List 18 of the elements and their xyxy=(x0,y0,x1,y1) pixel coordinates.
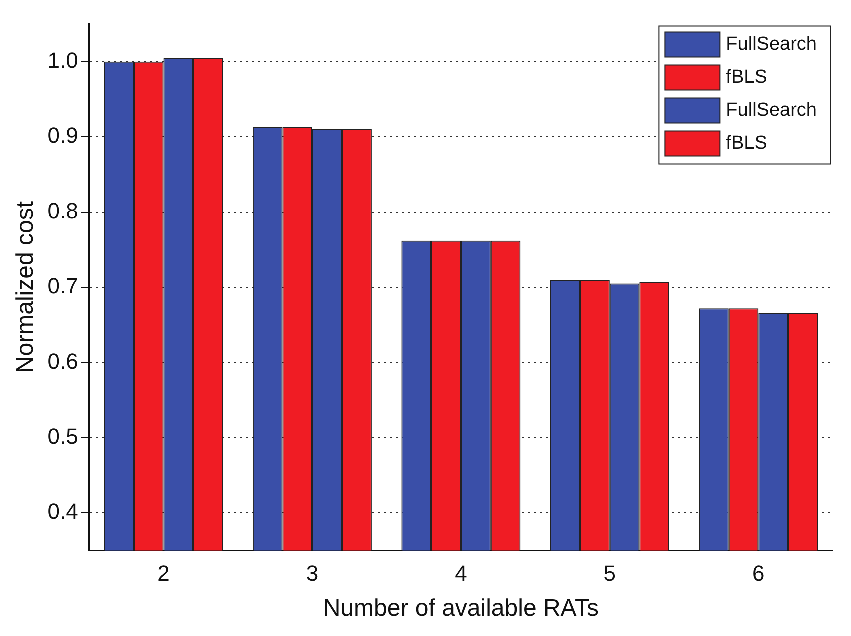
x-tick-label: 2 xyxy=(158,561,170,586)
y-tick-label: 0.8 xyxy=(48,198,78,224)
y-tick-label: 0.4 xyxy=(48,499,78,524)
y-tick-label: 0.9 xyxy=(48,123,78,148)
y-axis-title: Normalized cost xyxy=(12,201,40,374)
y-tick-label: 0.6 xyxy=(48,348,78,374)
y-tick-label: 0.7 xyxy=(48,274,78,299)
x-axis-title: Number of available RATs xyxy=(323,595,600,622)
legend-label: fBLS xyxy=(726,132,768,154)
x-tick-label: 3 xyxy=(306,561,319,586)
legend-label: FullSearch xyxy=(726,34,818,55)
x-tick-label: 5 xyxy=(604,561,616,586)
x-tick-label: 6 xyxy=(752,561,765,586)
legend-label: FullSearch xyxy=(726,100,818,121)
y-tick-label: 0.5 xyxy=(48,424,78,450)
y-tick-label: 1.0 xyxy=(48,48,78,73)
x-tick-label: 4 xyxy=(455,561,468,586)
legend-label: fBLS xyxy=(726,66,768,88)
